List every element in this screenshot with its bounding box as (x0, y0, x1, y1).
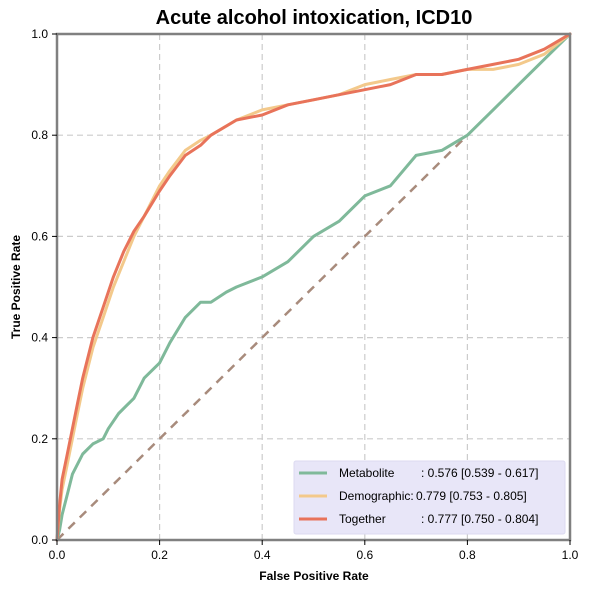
series-line-metabolite (55, 32, 572, 542)
legend: Metabolite : 0.576 [0.539 - 0.617] Demogra… (293, 460, 566, 535)
x-tick-label: 1.0 (562, 548, 579, 562)
y-tick-label: 0.8 (31, 128, 48, 142)
legend-box (293, 460, 566, 535)
x-tick-label: 0.0 (49, 548, 66, 562)
y-tick-label: 1.0 (31, 27, 48, 41)
chart-title: Acute alcohol intoxication, ICD10 (156, 7, 473, 29)
legend-auc-value: : 0.576 [0.539 - 0.617] (421, 466, 538, 480)
x-tick-label: 0.8 (459, 548, 476, 562)
legend-label: Metabolite (339, 466, 395, 480)
legend-auc-value: 0.779 [0.753 - 0.805] (416, 489, 527, 503)
x-tick-label: 0.6 (356, 548, 373, 562)
series-line-together (55, 32, 572, 542)
plot-frame (55, 32, 572, 542)
x-axis-title: False Positive Rate (259, 569, 369, 583)
series-layer (55, 32, 572, 542)
y-tick-label: 0.0 (31, 533, 48, 547)
x-tick-label: 0.2 (151, 548, 168, 562)
y-tick-label: 0.2 (31, 432, 48, 446)
y-axis-title: True Positive Rate (9, 235, 23, 339)
legend-label: Together (339, 512, 386, 526)
axis-ticks: 0.0 0.2 0.4 0.6 0.8 1.0 0.0 0.2 0.4 0.6 0.8 1.0 (31, 27, 578, 562)
y-tick-label: 0.6 (31, 229, 48, 243)
grid (57, 34, 570, 540)
x-tick-label: 0.4 (254, 548, 271, 562)
legend-label: Demographic: (339, 489, 414, 503)
legend-auc-value: : 0.777 [0.750 - 0.804] (421, 512, 538, 526)
y-tick-label: 0.4 (31, 331, 48, 345)
